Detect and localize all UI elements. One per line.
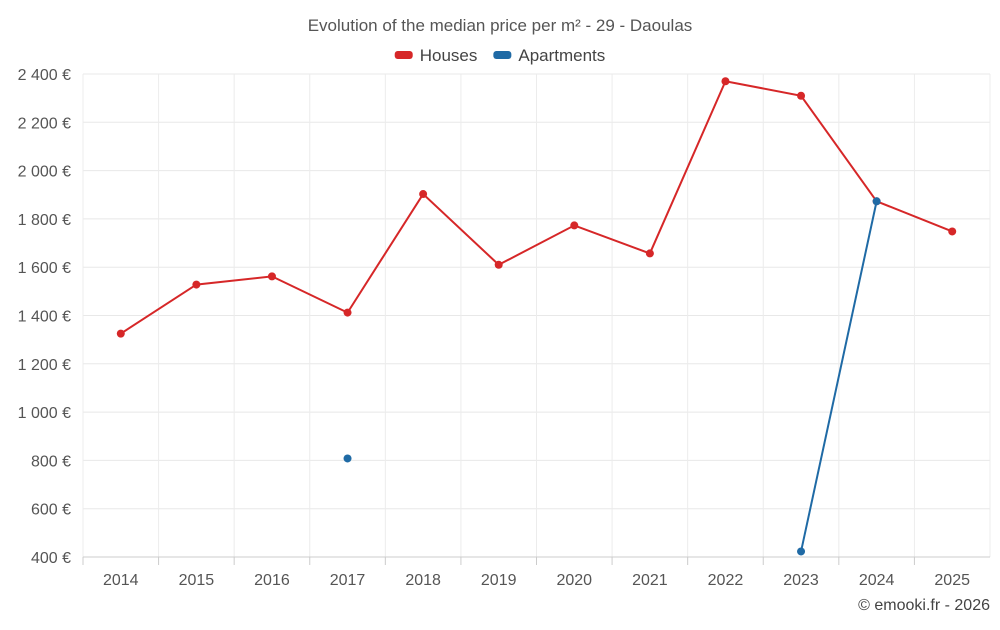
- legend-swatch: [493, 51, 512, 59]
- x-tick-label: 2015: [179, 572, 215, 589]
- legend: Houses Apartments: [394, 46, 605, 65]
- x-tick-label: 2022: [708, 572, 744, 589]
- y-tick-label: 1 600 €: [18, 260, 71, 277]
- y-tick-label: 1 200 €: [18, 357, 71, 374]
- y-tick-label: 1 000 €: [18, 405, 71, 422]
- houses-point-2021[interactable]: [645, 249, 654, 258]
- houses-point-2014[interactable]: [116, 329, 125, 338]
- y-tick-label: 400 €: [31, 550, 71, 567]
- x-tick-label: 2014: [103, 572, 139, 589]
- y-tick-label: 800 €: [31, 453, 71, 470]
- x-tick-label: 2023: [783, 572, 819, 589]
- x-tick-label: 2018: [405, 572, 441, 589]
- houses-point-2017[interactable]: [343, 308, 352, 317]
- legend-item-houses[interactable]: Houses: [394, 46, 478, 65]
- y-tick-label: 600 €: [31, 502, 71, 519]
- houses-point-2023[interactable]: [797, 91, 806, 100]
- y-tick-label: 1 800 €: [18, 212, 71, 229]
- x-tick-label: 2017: [330, 572, 366, 589]
- apartments-point-2023[interactable]: [797, 547, 806, 556]
- x-axis: 2014 2015 2016 2017 2018 2019 2020 2021 2022 2023…: [82, 556, 990, 589]
- y-tick-label: 1 400 €: [18, 309, 71, 326]
- houses-point-2019[interactable]: [494, 260, 503, 269]
- houses-point-2018[interactable]: [419, 190, 428, 199]
- houses-point-2025[interactable]: [948, 227, 957, 236]
- x-tick-label: 2021: [632, 572, 668, 589]
- legend-item-apartments[interactable]: Apartments: [493, 46, 605, 65]
- houses-series-line: [120, 80, 953, 335]
- apartments-point-2017[interactable]: [343, 454, 352, 463]
- houses-point-2015[interactable]: [192, 280, 201, 289]
- x-tick-label: 2019: [481, 572, 517, 589]
- apartments-point-2024[interactable]: [872, 197, 881, 206]
- y-axis: 400 € 600 € 800 € 1 000 € 1 200 € 1 400 € 1 60…: [18, 67, 71, 567]
- apartments-series-line: [800, 201, 878, 552]
- credit-text: © emooki.fr - 2026: [858, 597, 990, 614]
- y-tick-label: 2 200 €: [18, 115, 71, 132]
- grid: [82, 73, 991, 558]
- legend-label: Houses: [420, 46, 478, 65]
- y-tick-label: 2 400 €: [18, 67, 71, 84]
- series-layer: [116, 77, 957, 556]
- x-tick-label: 2025: [934, 572, 970, 589]
- legend-swatch: [394, 51, 413, 59]
- x-tick-label: 2016: [254, 572, 290, 589]
- legend-label: Apartments: [518, 46, 605, 65]
- x-tick-label: 2020: [556, 572, 592, 589]
- chart-title: Evolution of the median price per m² - 2…: [308, 16, 693, 35]
- y-tick-label: 2 000 €: [18, 164, 71, 181]
- houses-point-2022[interactable]: [721, 77, 730, 86]
- houses-point-2020[interactable]: [570, 221, 579, 230]
- houses-point-2016[interactable]: [267, 272, 276, 281]
- x-tick-label: 2024: [859, 572, 895, 589]
